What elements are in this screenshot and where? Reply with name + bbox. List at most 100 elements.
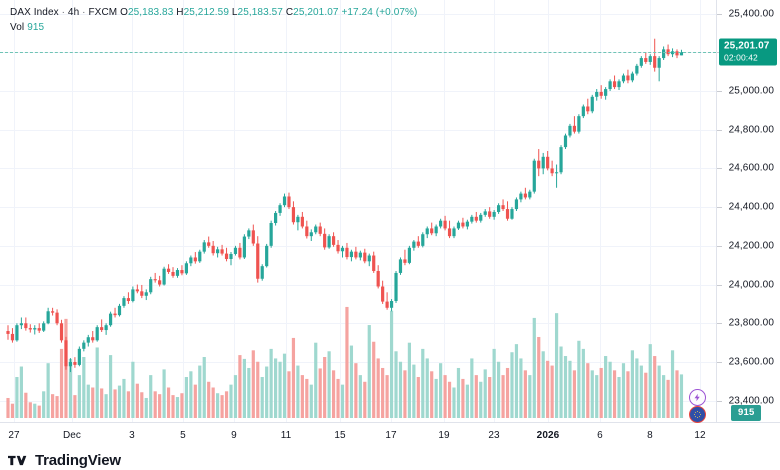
candle-body bbox=[505, 209, 510, 219]
current-price-badge[interactable]: 25,201.07 02:00:42 bbox=[719, 38, 777, 66]
volume-bar bbox=[376, 358, 380, 418]
volume-bar bbox=[158, 394, 162, 418]
eu-stars-glyph bbox=[692, 409, 703, 420]
volume-bar bbox=[198, 365, 202, 418]
tradingview-footer[interactable]: TradingView bbox=[8, 450, 121, 470]
gridline-h bbox=[0, 207, 716, 209]
candle-body bbox=[514, 199, 519, 210]
gridline-v bbox=[700, 0, 701, 422]
legend-row-ohlc: DAX Index · 4h · FXCM O25,183.83 H25,212… bbox=[10, 6, 417, 20]
time-tick-label: 12 bbox=[694, 430, 706, 441]
volume-bar bbox=[354, 363, 358, 418]
time-axis[interactable]: 27 Dec 3 5 9 11 15 17 19 23 2026 6 8 12 bbox=[0, 422, 780, 448]
gridline-h bbox=[0, 90, 716, 92]
price-tick-mark bbox=[717, 245, 722, 247]
chart-plot-area[interactable] bbox=[0, 0, 716, 422]
volume-bar bbox=[278, 361, 282, 418]
legend-symbol[interactable]: DAX Index bbox=[10, 7, 59, 18]
volume-bar bbox=[162, 369, 166, 418]
volume-bar bbox=[229, 384, 233, 418]
candle-body bbox=[64, 340, 68, 367]
candle-body bbox=[309, 232, 313, 237]
candle-body bbox=[488, 211, 492, 217]
candle-body bbox=[389, 301, 394, 308]
candle-body bbox=[175, 270, 180, 276]
volume-bar bbox=[465, 384, 469, 418]
volume-bar bbox=[189, 371, 193, 418]
gridline-v bbox=[286, 0, 287, 422]
volume-bar bbox=[269, 348, 273, 418]
candle-body bbox=[421, 234, 425, 246]
candle-body bbox=[77, 348, 81, 365]
volume-bar bbox=[117, 385, 122, 418]
volume-bar bbox=[398, 361, 403, 418]
candle-body bbox=[510, 209, 514, 219]
volume-bar bbox=[15, 377, 19, 418]
candle-body bbox=[644, 58, 648, 62]
legend-low-label: L bbox=[231, 7, 238, 18]
price-tick-label: 24,800.00 bbox=[728, 124, 774, 136]
volume-bar bbox=[274, 358, 278, 418]
gridline-v bbox=[340, 0, 341, 422]
volume-bar bbox=[24, 392, 28, 418]
volume-bar bbox=[662, 375, 666, 418]
volume-bar bbox=[554, 313, 559, 418]
legend-interval[interactable]: 4h bbox=[67, 7, 80, 18]
candle-body bbox=[492, 211, 496, 217]
volume-bar bbox=[323, 357, 327, 418]
candle-body bbox=[519, 193, 523, 200]
time-tick-label: 27 bbox=[8, 430, 20, 441]
legend-low-value: 25,183.57 bbox=[237, 7, 283, 18]
gridline-v bbox=[600, 0, 601, 422]
time-tick-label: 3 bbox=[129, 430, 135, 441]
legend-sep-2: · bbox=[82, 7, 86, 18]
eu-flag-icon[interactable] bbox=[689, 406, 707, 423]
candle-body bbox=[675, 51, 679, 56]
legend-volume-label[interactable]: Vol bbox=[10, 22, 25, 33]
price-tick-label: 23,400.00 bbox=[728, 395, 774, 407]
candle-body bbox=[577, 116, 581, 132]
candle-body bbox=[354, 251, 358, 258]
candle-body bbox=[104, 325, 108, 331]
legend-close-label: C bbox=[285, 7, 294, 18]
volume-bar bbox=[108, 355, 113, 418]
price-axis[interactable]: 25,400.0025,200.0025,000.0024,800.0024,6… bbox=[716, 0, 780, 422]
candle-body bbox=[381, 286, 385, 302]
lightning-icon[interactable] bbox=[689, 389, 707, 406]
candle-body bbox=[474, 216, 478, 221]
volume-bar bbox=[175, 397, 180, 418]
candle-body bbox=[229, 253, 233, 259]
volume-bar bbox=[296, 365, 300, 418]
volume-bar bbox=[626, 371, 630, 418]
price-tick-label: 24,200.00 bbox=[728, 240, 774, 252]
volume-bar bbox=[501, 375, 505, 418]
volume-bar bbox=[126, 391, 131, 418]
candle-body bbox=[305, 226, 309, 237]
candle-body bbox=[207, 242, 211, 246]
volume-bar bbox=[612, 370, 617, 418]
candle-body bbox=[617, 81, 621, 88]
candle-body bbox=[639, 58, 643, 66]
volume-bar bbox=[514, 344, 519, 418]
current-price-value: 25,201.07 bbox=[724, 40, 770, 52]
candle-body bbox=[679, 52, 684, 56]
volume-bar bbox=[648, 344, 652, 418]
candle-body bbox=[541, 156, 545, 169]
volume-bar bbox=[639, 365, 643, 418]
price-tick-label: 25,400.00 bbox=[728, 8, 774, 20]
volume-bar bbox=[657, 365, 661, 418]
volume-bar bbox=[675, 370, 679, 418]
candle-body bbox=[91, 337, 95, 341]
volume-bar bbox=[238, 355, 242, 418]
candle-body bbox=[55, 312, 59, 324]
candle-body bbox=[46, 311, 50, 324]
price-tick-mark bbox=[717, 90, 722, 92]
volume-bar bbox=[492, 348, 496, 418]
candle-body bbox=[144, 292, 148, 296]
candle-body bbox=[430, 228, 434, 234]
volume-bar bbox=[51, 394, 55, 418]
volume-bar bbox=[233, 375, 238, 418]
gridline-v bbox=[548, 0, 549, 422]
gridline-h bbox=[0, 361, 716, 363]
candle-body bbox=[345, 247, 349, 258]
